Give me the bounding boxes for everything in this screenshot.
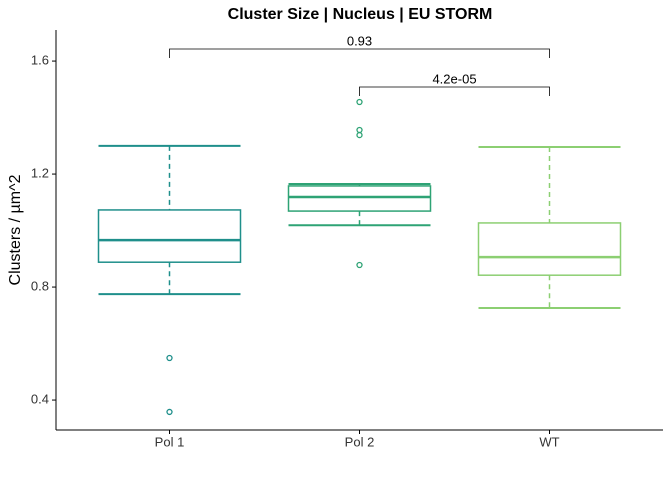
significance-bracket [359,86,550,96]
box [477,222,622,276]
y-tick-label: 1.2 [31,166,49,181]
y-tick-label: 0.8 [31,278,49,293]
significance-label: 0.93 [347,33,372,48]
y-axis-title: Clusters / µm^2 [7,174,24,285]
outlier [356,131,363,139]
significance-label: 4.2e-05 [432,71,476,86]
y-tick-label: 1.6 [31,53,49,68]
outlier [356,261,363,269]
chart-title: Cluster Size | Nucleus | EU STORM [228,6,493,23]
outlier [166,408,173,416]
box [97,209,242,263]
x-tick-label: Pol 1 [155,434,185,449]
x-tick-label: WT [539,434,559,449]
x-tick-label: Pol 2 [345,434,375,449]
box [287,185,432,212]
outlier [356,98,363,106]
outlier [356,126,363,134]
y-tick-label: 0.4 [31,391,49,406]
significance-bracket [169,48,550,58]
outlier [166,354,173,362]
